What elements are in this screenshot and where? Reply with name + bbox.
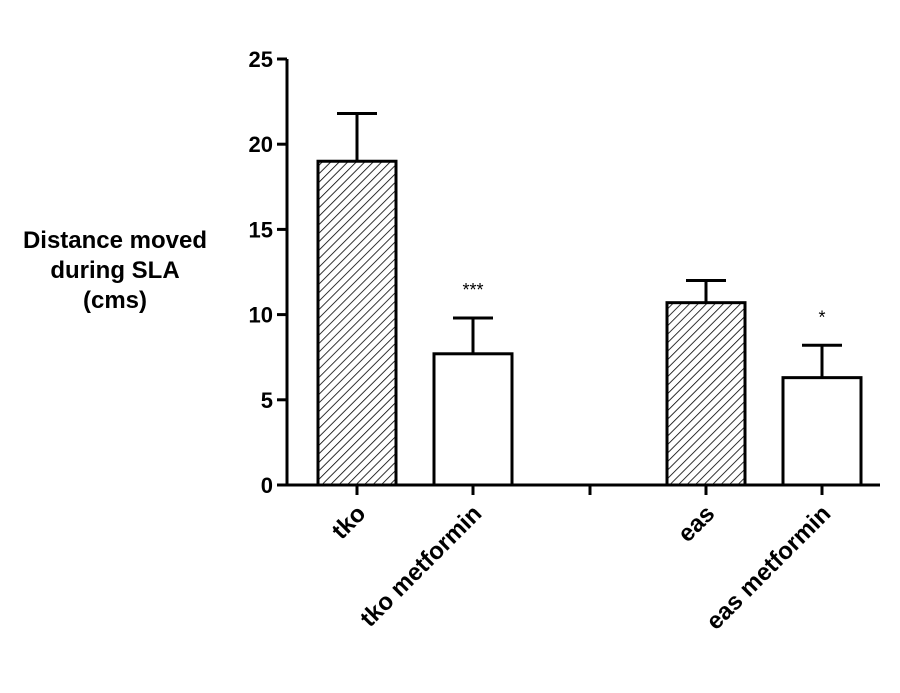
- x-category-label: tko: [327, 500, 372, 545]
- y-axis-label-line-2: during SLA: [50, 257, 180, 284]
- bar-4: [781, 376, 863, 487]
- bar-1: [316, 159, 398, 487]
- significance-marker: *: [818, 307, 825, 327]
- y-axis-label-line-3: (cms): [82, 287, 148, 314]
- y-axis-label-line-1: Distance moved: [22, 227, 208, 254]
- bar-2: [432, 352, 514, 487]
- y-tick-label: 5: [261, 388, 273, 413]
- x-category-label: tko metformin: [355, 500, 487, 632]
- significance-marker: ***: [462, 280, 483, 300]
- y-tick-label: 20: [249, 132, 273, 157]
- y-axis-label: Distance moved during SLA (cms): [10, 226, 220, 316]
- x-category-label: eas: [673, 500, 720, 547]
- y-tick-label: 25: [249, 47, 273, 72]
- bar-3: [665, 301, 747, 487]
- bars: [316, 112, 863, 487]
- x-category-label: eas metformin: [701, 500, 836, 635]
- y-tick-label: 15: [249, 217, 273, 242]
- y-tick-label: 0: [261, 473, 273, 498]
- y-tick-label: 10: [249, 303, 273, 328]
